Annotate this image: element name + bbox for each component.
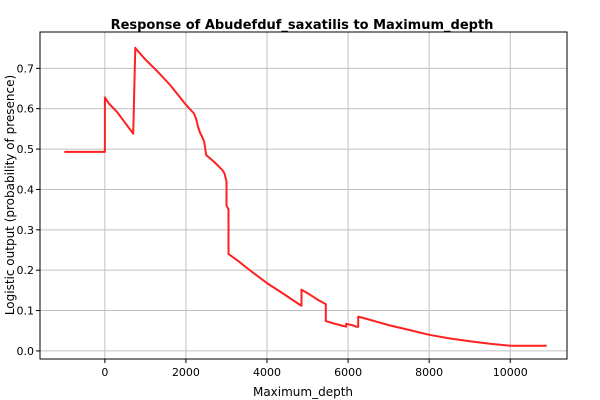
y-tick-label: 0.5 (17, 143, 35, 156)
chart-title: Response of Abudefduf_saxatilis to Maxim… (111, 18, 494, 33)
x-tick-label: 10000 (493, 366, 528, 379)
x-tick-label: 6000 (334, 366, 362, 379)
y-tick-label: 0.3 (17, 224, 35, 237)
plot-area-frame (39, 31, 568, 360)
x-axis-title: Maximum_depth (253, 385, 353, 399)
axis-ticks: 0 2000 4000 6000 8000 10000 0.0 0.1 0.2 0.3 0.4 0.5… (17, 62, 528, 379)
y-tick-label: 0.4 (17, 183, 35, 196)
response-curve (64, 46, 547, 347)
x-tick-label: 4000 (253, 366, 281, 379)
y-tick-label: 0.7 (17, 62, 35, 75)
series-layer (64, 46, 547, 347)
x-tick-label: 0 (101, 366, 108, 379)
y-tick-label: 0.1 (17, 305, 35, 318)
y-tick-label: 0.2 (17, 264, 35, 277)
y-tick-label: 0.6 (17, 103, 35, 116)
grid (40, 32, 567, 359)
y-axis-title: Logistic output (probability of presence… (3, 75, 17, 315)
y-tick-label: 0.0 (17, 345, 35, 358)
x-tick-label: 8000 (415, 366, 443, 379)
x-tick-label: 2000 (172, 366, 200, 379)
